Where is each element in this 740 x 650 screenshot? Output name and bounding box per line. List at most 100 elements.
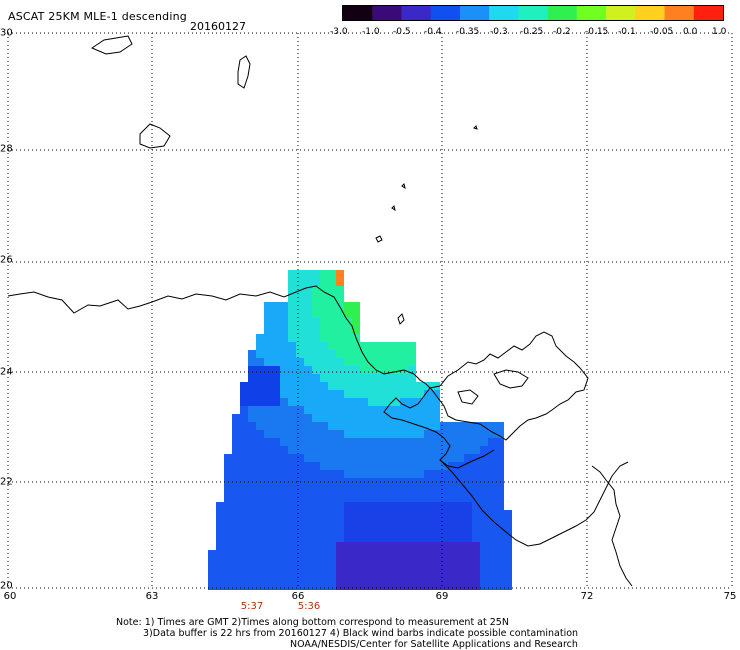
wind-cell [224, 502, 232, 510]
wind-cell [464, 526, 472, 534]
wind-cell [488, 494, 496, 502]
wind-cell [216, 518, 224, 526]
colorbar-label: -0.4 [424, 27, 442, 37]
wind-cell [216, 550, 224, 558]
wind-cell [352, 350, 360, 358]
wind-cell [240, 526, 248, 534]
wind-cell [352, 502, 360, 510]
wind-cell [408, 582, 416, 590]
wind-cell [432, 470, 440, 478]
wind-cell [336, 294, 344, 302]
wind-cell [448, 454, 456, 462]
wind-cell [368, 422, 376, 430]
colorbar-label: -1.0 [362, 27, 380, 37]
wind-cell [336, 302, 344, 310]
wind-cell [392, 502, 400, 510]
wind-cell [496, 486, 504, 494]
wind-cell [272, 502, 280, 510]
wind-cell [272, 310, 280, 318]
wind-cell [240, 566, 248, 574]
wind-cell [336, 366, 344, 374]
wind-cell [288, 310, 296, 318]
wind-cell [408, 462, 416, 470]
wind-cell [288, 270, 296, 278]
wind-cell [376, 414, 384, 422]
wind-cell [320, 486, 328, 494]
wind-cell [368, 374, 376, 382]
wind-cell [336, 518, 344, 526]
wind-cell [360, 566, 368, 574]
wind-cell [408, 366, 416, 374]
wind-cell [256, 566, 264, 574]
wind-cell [288, 454, 296, 462]
wind-cell [336, 334, 344, 342]
wind-cell [248, 518, 256, 526]
wind-cell [456, 574, 464, 582]
wind-cell [256, 374, 264, 382]
wind-cell [320, 358, 328, 366]
wind-cell [296, 486, 304, 494]
wind-cell [264, 438, 272, 446]
wind-cell [496, 422, 504, 430]
wind-cell [328, 398, 336, 406]
wind-cell [496, 558, 504, 566]
wind-cell [328, 494, 336, 502]
wind-cell [288, 550, 296, 558]
wind-cell [424, 550, 432, 558]
wind-cell [328, 350, 336, 358]
wind-cell [264, 518, 272, 526]
wind-cell [384, 374, 392, 382]
wind-cell [272, 350, 280, 358]
wind-cell [240, 462, 248, 470]
wind-cell [232, 486, 240, 494]
wind-cell [312, 454, 320, 462]
wind-cell [352, 366, 360, 374]
wind-cell [248, 534, 256, 542]
wind-cell [344, 462, 352, 470]
wind-cell [336, 534, 344, 542]
wind-cell [264, 398, 272, 406]
wind-cell [232, 462, 240, 470]
wind-cell [432, 462, 440, 470]
wind-cell [480, 566, 488, 574]
wind-cell [328, 286, 336, 294]
wind-cell [328, 486, 336, 494]
wind-cell [408, 558, 416, 566]
wind-cell [352, 430, 360, 438]
wind-cell [264, 406, 272, 414]
wind-cell [440, 510, 448, 518]
wind-cell [504, 510, 512, 518]
wind-cell [280, 438, 288, 446]
wind-cell [280, 342, 288, 350]
wind-cell [376, 406, 384, 414]
wind-cell [264, 422, 272, 430]
wind-cell [360, 526, 368, 534]
wind-cell [392, 470, 400, 478]
wind-cell [376, 350, 384, 358]
wind-cell [496, 494, 504, 502]
wind-cell [424, 574, 432, 582]
island-masirah [237, 55, 251, 89]
wind-cell [400, 414, 408, 422]
wind-cell [456, 566, 464, 574]
wind-cell [472, 494, 480, 502]
wind-cell [344, 454, 352, 462]
wind-cell [392, 518, 400, 526]
wind-cell [384, 342, 392, 350]
wind-cell [312, 486, 320, 494]
wind-cell [256, 518, 264, 526]
wind-cell [248, 510, 256, 518]
wind-cell [352, 470, 360, 478]
colorbar-label: -0.5 [393, 27, 411, 37]
wind-cell [472, 582, 480, 590]
wind-cell [296, 294, 304, 302]
wind-cell [264, 318, 272, 326]
wind-cell [336, 398, 344, 406]
wind-cell [464, 550, 472, 558]
wind-cell [400, 510, 408, 518]
wind-cell [328, 366, 336, 374]
wind-cell [416, 406, 424, 414]
wind-cell [304, 302, 312, 310]
wind-cell [296, 582, 304, 590]
wind-cell [360, 422, 368, 430]
